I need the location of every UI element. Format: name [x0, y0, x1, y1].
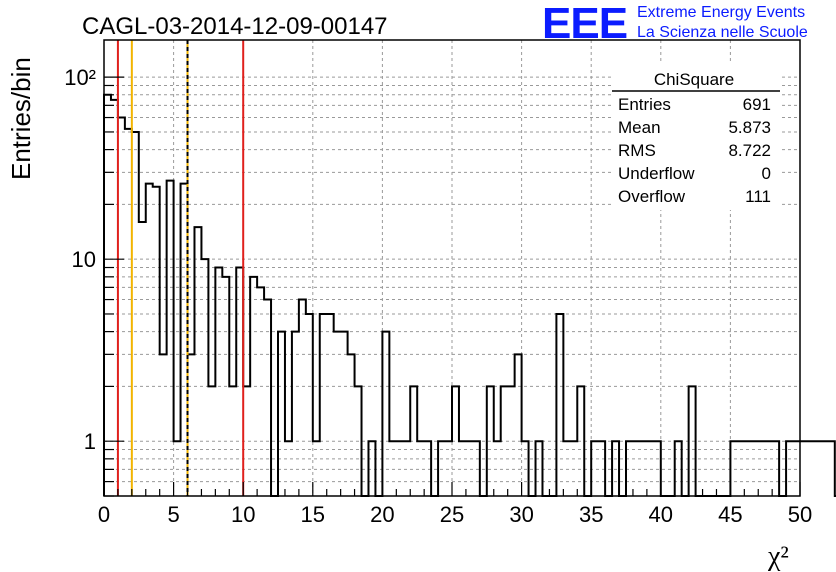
stats-value-mean: 5.873 — [728, 118, 771, 137]
stats-value-entries: 691 — [743, 95, 771, 114]
chart-title: CAGL-03-2014-12-09-00147 — [82, 13, 388, 40]
stats-title: ChiSquare — [654, 70, 734, 89]
histogram-layer — [103, 93, 836, 497]
stats-value-overflow: 111 — [745, 187, 771, 206]
stats-value-underflow: 0 — [762, 164, 771, 183]
reference-lines — [116, 40, 245, 496]
x-axis-label: χ² — [767, 541, 789, 572]
eee-logo-mark: EEE — [542, 0, 628, 48]
histogram-outline — [103, 93, 836, 497]
stats-value-rms: 8.722 — [728, 141, 771, 160]
x-tick-label: 15 — [301, 502, 325, 527]
eee-logo: EEE Extreme Energy Events La Scienza nel… — [540, 2, 836, 46]
grid-layer — [104, 40, 800, 496]
x-tick-label: 5 — [167, 502, 179, 527]
x-tick-label: 30 — [509, 502, 533, 527]
x-tick-label: 40 — [649, 502, 673, 527]
x-tick-label: 0 — [98, 502, 110, 527]
x-tick-label: 35 — [579, 502, 603, 527]
y-axis: 1 10 10² — [64, 65, 124, 497]
stats-label-mean: Mean — [618, 118, 661, 137]
x-tick-label: 50 — [788, 502, 812, 527]
stats-label-overflow: Overflow — [618, 187, 686, 206]
x-tick-label: 20 — [370, 502, 394, 527]
y-tick-label: 10 — [72, 247, 96, 272]
logo-line-2: La Scienza nelle Scuole — [637, 24, 808, 41]
x-axis: 0 5 10 15 20 25 30 35 40 45 50 — [98, 482, 812, 527]
stats-label-entries: Entries — [618, 95, 671, 114]
x-tick-label: 45 — [718, 502, 742, 527]
x-tick-label: 10 — [231, 502, 255, 527]
x-tick-label: 25 — [440, 502, 464, 527]
stats-box: ChiSquare Entries 691 Mean 5.873 RMS 8.7… — [612, 62, 780, 210]
y-axis-label: Entries/bin — [6, 57, 36, 180]
y-tick-label: 1 — [84, 429, 96, 454]
stats-label-rms: RMS — [618, 141, 656, 160]
stats-label-underflow: Underflow — [618, 164, 695, 183]
y-tick-label: 10² — [64, 65, 96, 90]
logo-line-1: Extreme Energy Events — [637, 4, 806, 21]
